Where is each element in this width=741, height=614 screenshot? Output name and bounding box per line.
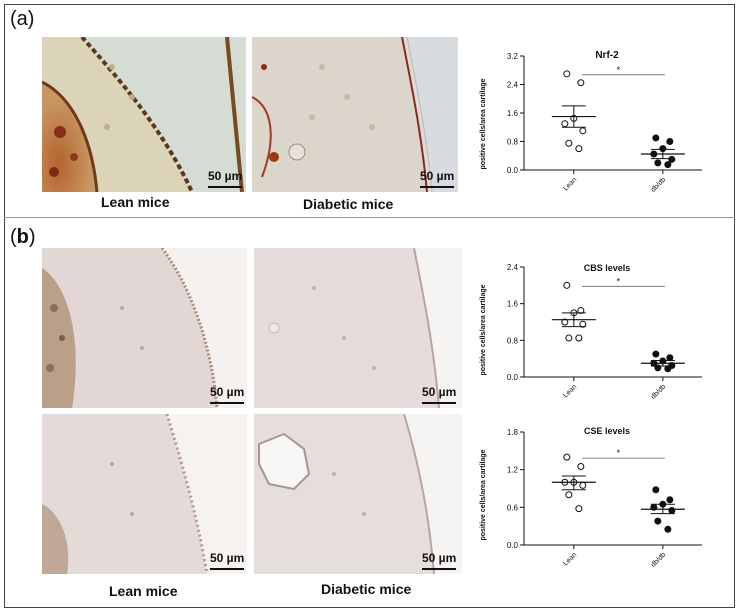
caption-b-lean: Lean mice bbox=[109, 583, 178, 599]
y-tick-label: 2.4 bbox=[507, 263, 519, 272]
y-tick-label: 1.8 bbox=[507, 428, 519, 437]
panel-b-close: ) bbox=[28, 226, 36, 248]
chart-cse-title: CSE levels bbox=[584, 426, 630, 436]
x-tick-label: Lean bbox=[562, 383, 578, 399]
panel-a-close: ) bbox=[27, 8, 35, 30]
chart-nrf2-ylabel: positive cells/area cartilage bbox=[480, 78, 487, 169]
micrograph-a-diabetic: 50 µm bbox=[252, 37, 458, 192]
data-point bbox=[654, 517, 662, 525]
scale-label-b-cse-lean: 50 µm bbox=[210, 551, 245, 565]
y-tick-label: 3.2 bbox=[507, 52, 519, 61]
y-tick-label: 0.0 bbox=[507, 166, 519, 175]
data-point bbox=[654, 159, 662, 167]
y-tick-label: 0.8 bbox=[507, 138, 519, 147]
data-point bbox=[577, 79, 585, 87]
micrograph-b-cbs-diabetic: 50 µm bbox=[254, 248, 462, 408]
data-point bbox=[579, 127, 587, 135]
y-tick-label: 0.8 bbox=[507, 336, 519, 345]
y-tick-label: 1.6 bbox=[507, 109, 519, 118]
x-tick-label: db/db bbox=[650, 176, 667, 193]
data-point bbox=[668, 506, 676, 514]
data-point bbox=[664, 365, 672, 373]
chart-cbs: CBS levels positive cells/area cartilage… bbox=[480, 263, 702, 401]
data-point bbox=[652, 350, 660, 358]
scale-bar-b-cse-diabetic bbox=[422, 568, 456, 570]
significance-star: * bbox=[617, 65, 621, 75]
y-tick-label: 1.6 bbox=[507, 300, 519, 309]
caption-b-diabetic: Diabetic mice bbox=[321, 581, 412, 597]
x-tick-label: Lean bbox=[562, 551, 578, 567]
data-point bbox=[575, 505, 583, 513]
data-point bbox=[577, 463, 585, 471]
y-tick-label: 0.0 bbox=[507, 541, 519, 550]
panel-b-letter: b bbox=[16, 226, 29, 248]
significance-star: * bbox=[617, 276, 621, 286]
data-point bbox=[561, 318, 569, 326]
data-point bbox=[577, 307, 585, 315]
scale-bar-a-diabetic bbox=[420, 186, 454, 188]
panel-divider bbox=[4, 217, 735, 218]
data-point bbox=[666, 496, 674, 504]
data-point bbox=[563, 453, 571, 461]
data-point bbox=[666, 354, 674, 362]
data-point bbox=[579, 481, 587, 489]
y-tick-label: 1.2 bbox=[507, 466, 519, 475]
scale-label-b-cse-diabetic: 50 µm bbox=[422, 551, 457, 565]
caption-a-lean: Lean mice bbox=[101, 194, 170, 210]
x-tick-label: db/db bbox=[650, 383, 667, 400]
micrograph-a-lean: 50 µm bbox=[42, 37, 246, 192]
data-point bbox=[652, 134, 660, 142]
data-point bbox=[668, 155, 676, 163]
data-point bbox=[575, 334, 583, 342]
data-point bbox=[561, 120, 569, 128]
panel-a-label: (a) bbox=[10, 8, 34, 31]
data-point bbox=[664, 525, 672, 533]
data-point bbox=[565, 139, 573, 147]
panel-b-open: ( bbox=[10, 226, 17, 248]
chart-nrf2: Nrf-2 positive cells/area cartilage 0.0 0… bbox=[480, 50, 702, 194]
data-point bbox=[563, 281, 571, 289]
chart-cse: CSE levels positive cells/area cartilage… bbox=[480, 426, 702, 569]
micrograph-b-cbs-lean: 50 µm bbox=[42, 248, 247, 408]
data-point bbox=[575, 145, 583, 153]
significance-star: * bbox=[617, 448, 621, 458]
y-tick-label: 0.0 bbox=[507, 373, 519, 382]
caption-a-diabetic: Diabetic mice bbox=[303, 196, 394, 212]
data-point bbox=[563, 70, 571, 78]
panel-b-label: (b) bbox=[10, 226, 36, 249]
scale-bar-b-cbs-diabetic bbox=[422, 402, 456, 404]
scale-label-a-diabetic: 50 µm bbox=[420, 169, 455, 183]
x-tick-label: db/db bbox=[650, 551, 667, 568]
scale-bar-b-cbs-lean bbox=[210, 402, 244, 404]
y-tick-label: 2.4 bbox=[507, 81, 519, 90]
scale-label-b-cbs-lean: 50 µm bbox=[210, 385, 245, 399]
data-point bbox=[565, 491, 573, 499]
micrograph-b-cse-lean: 50 µm bbox=[42, 414, 247, 574]
panel-a-letter: a bbox=[16, 8, 28, 30]
data-point bbox=[565, 334, 573, 342]
x-tick-label: Lean bbox=[562, 176, 578, 192]
scale-label-a-lean: 50 µm bbox=[208, 169, 243, 183]
data-point bbox=[652, 486, 660, 494]
y-tick-label: 0.6 bbox=[507, 503, 519, 512]
chart-nrf2-title: Nrf-2 bbox=[595, 50, 619, 61]
scale-label-b-cbs-diabetic: 50 µm bbox=[422, 385, 457, 399]
data-point bbox=[666, 138, 674, 145]
micrograph-b-cse-diabetic: 50 µm bbox=[254, 414, 462, 574]
data-point bbox=[579, 320, 587, 328]
chart-cbs-title: CBS levels bbox=[584, 263, 631, 273]
chart-cbs-ylabel: positive cells/area cartilage bbox=[480, 284, 487, 375]
chart-cse-ylabel: positive cells/area cartilage bbox=[480, 449, 487, 540]
scale-bar-a-lean bbox=[208, 186, 242, 188]
scale-bar-b-cse-lean bbox=[210, 568, 244, 570]
data-point bbox=[664, 161, 672, 169]
panel-a-open: ( bbox=[10, 8, 17, 30]
